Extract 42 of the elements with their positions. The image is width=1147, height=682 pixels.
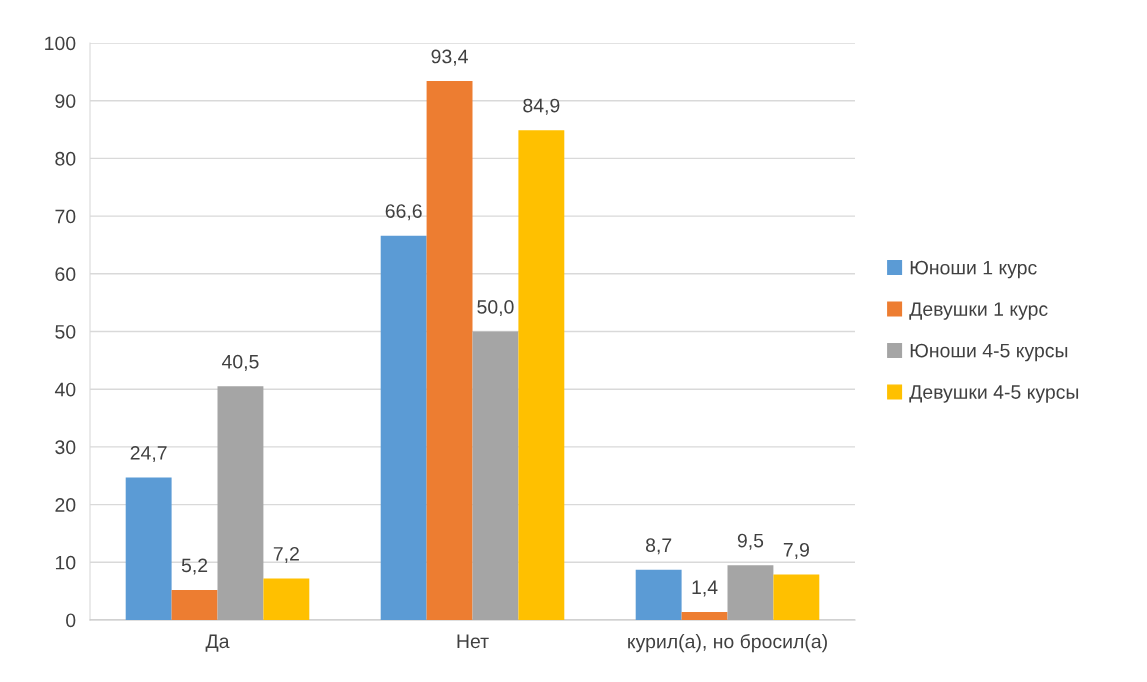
data-label: 24,7	[130, 445, 167, 463]
x-tick-label: Да	[205, 634, 230, 652]
data-label: 5,2	[181, 558, 208, 575]
bar	[263, 578, 310, 620]
bar	[171, 590, 218, 620]
x-tick-label: курил(а), но бросил(а)	[628, 633, 827, 653]
y-tick-label: 100	[45, 36, 76, 51]
y-tick-label: 10	[55, 555, 76, 570]
bar	[426, 81, 473, 620]
bar	[773, 574, 820, 620]
bar	[727, 565, 774, 620]
data-label: 9,5	[737, 533, 764, 550]
y-tick-label: 40	[54, 382, 76, 397]
y-tick-label: 70	[55, 209, 76, 224]
bar	[125, 477, 172, 620]
data-label: 84,9	[523, 98, 560, 115]
bar	[472, 331, 519, 620]
legend-label: Юноши 1 курс	[910, 260, 1037, 279]
bar	[635, 569, 682, 620]
y-tick-label: 90	[55, 94, 76, 108]
data-label: 93,4	[431, 49, 468, 66]
bar	[217, 386, 264, 620]
data-label: 50,0	[477, 300, 514, 317]
legend-label: Девушки 4-5 курсы	[909, 385, 1079, 403]
data-label: 1,4	[692, 580, 718, 597]
x-tick-label: Нет	[457, 634, 489, 649]
y-tick-label: 0	[66, 613, 76, 628]
bar	[518, 130, 565, 620]
y-tick-label: 30	[55, 440, 76, 455]
data-label: 7,2	[273, 546, 299, 564]
legend-label: Девушки 1 курс	[909, 302, 1048, 320]
data-label: 66,6	[385, 204, 422, 221]
bar	[380, 235, 427, 620]
legend-label: Юноши 4-5 курсы	[910, 343, 1068, 362]
data-label: 7,9	[783, 542, 809, 559]
y-tick-label: 20	[55, 498, 76, 512]
data-label: 40,5	[221, 354, 259, 371]
y-tick-label: 60	[55, 267, 76, 282]
data-label: 8,7	[645, 538, 672, 555]
bar	[681, 611, 728, 620]
y-tick-label: 80	[55, 151, 76, 166]
y-tick-label: 50	[55, 324, 76, 339]
